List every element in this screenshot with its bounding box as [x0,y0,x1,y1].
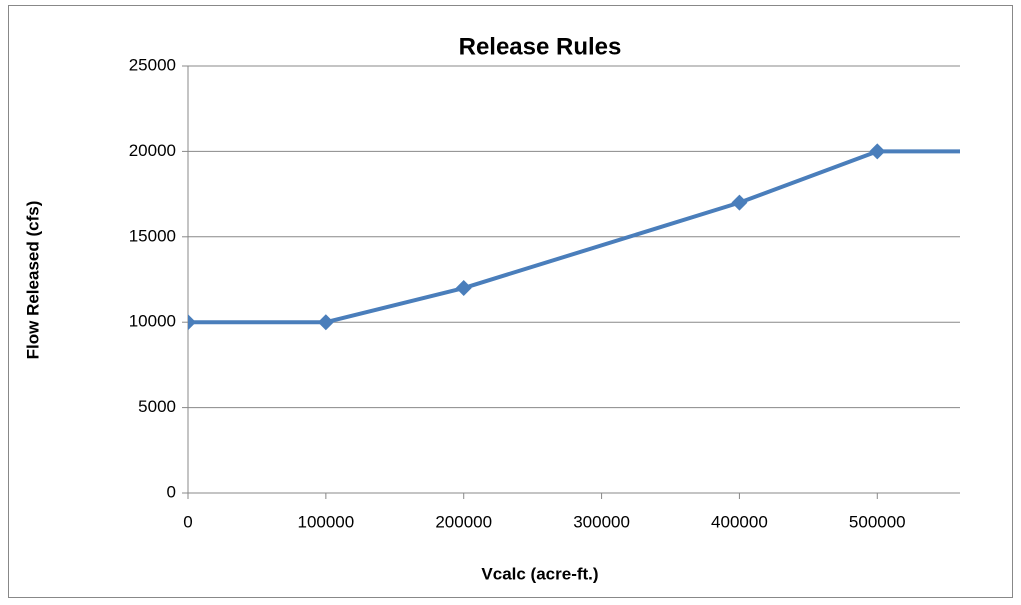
marker [731,194,748,211]
y-tick-label: 20000 [129,141,176,160]
x-tick-label: 300000 [573,512,630,531]
x-tick-label: 0 [183,512,192,531]
marker [317,314,334,331]
marker [455,280,472,297]
x-tick-label: 100000 [297,512,354,531]
y-tick-label: 10000 [129,312,176,331]
chart-border [8,5,1013,598]
y-tick-label: 15000 [129,226,176,245]
chart-title: Release Rules [459,33,622,60]
y-axis-label: Flow Released (cfs) [23,201,42,360]
x-tick-label: 200000 [435,512,492,531]
x-tick-label: 500000 [849,512,906,531]
y-tick-label: 0 [167,482,176,501]
marker [869,143,886,160]
line [188,149,960,325]
y-tick-label: 5000 [138,397,176,416]
x-axis-label: Vcalc (acre-ft.) [481,564,598,583]
x-tick-label: 400000 [711,512,768,531]
y-tick-label: 25000 [129,55,176,74]
plot-area [188,143,960,331]
marker [188,314,196,331]
